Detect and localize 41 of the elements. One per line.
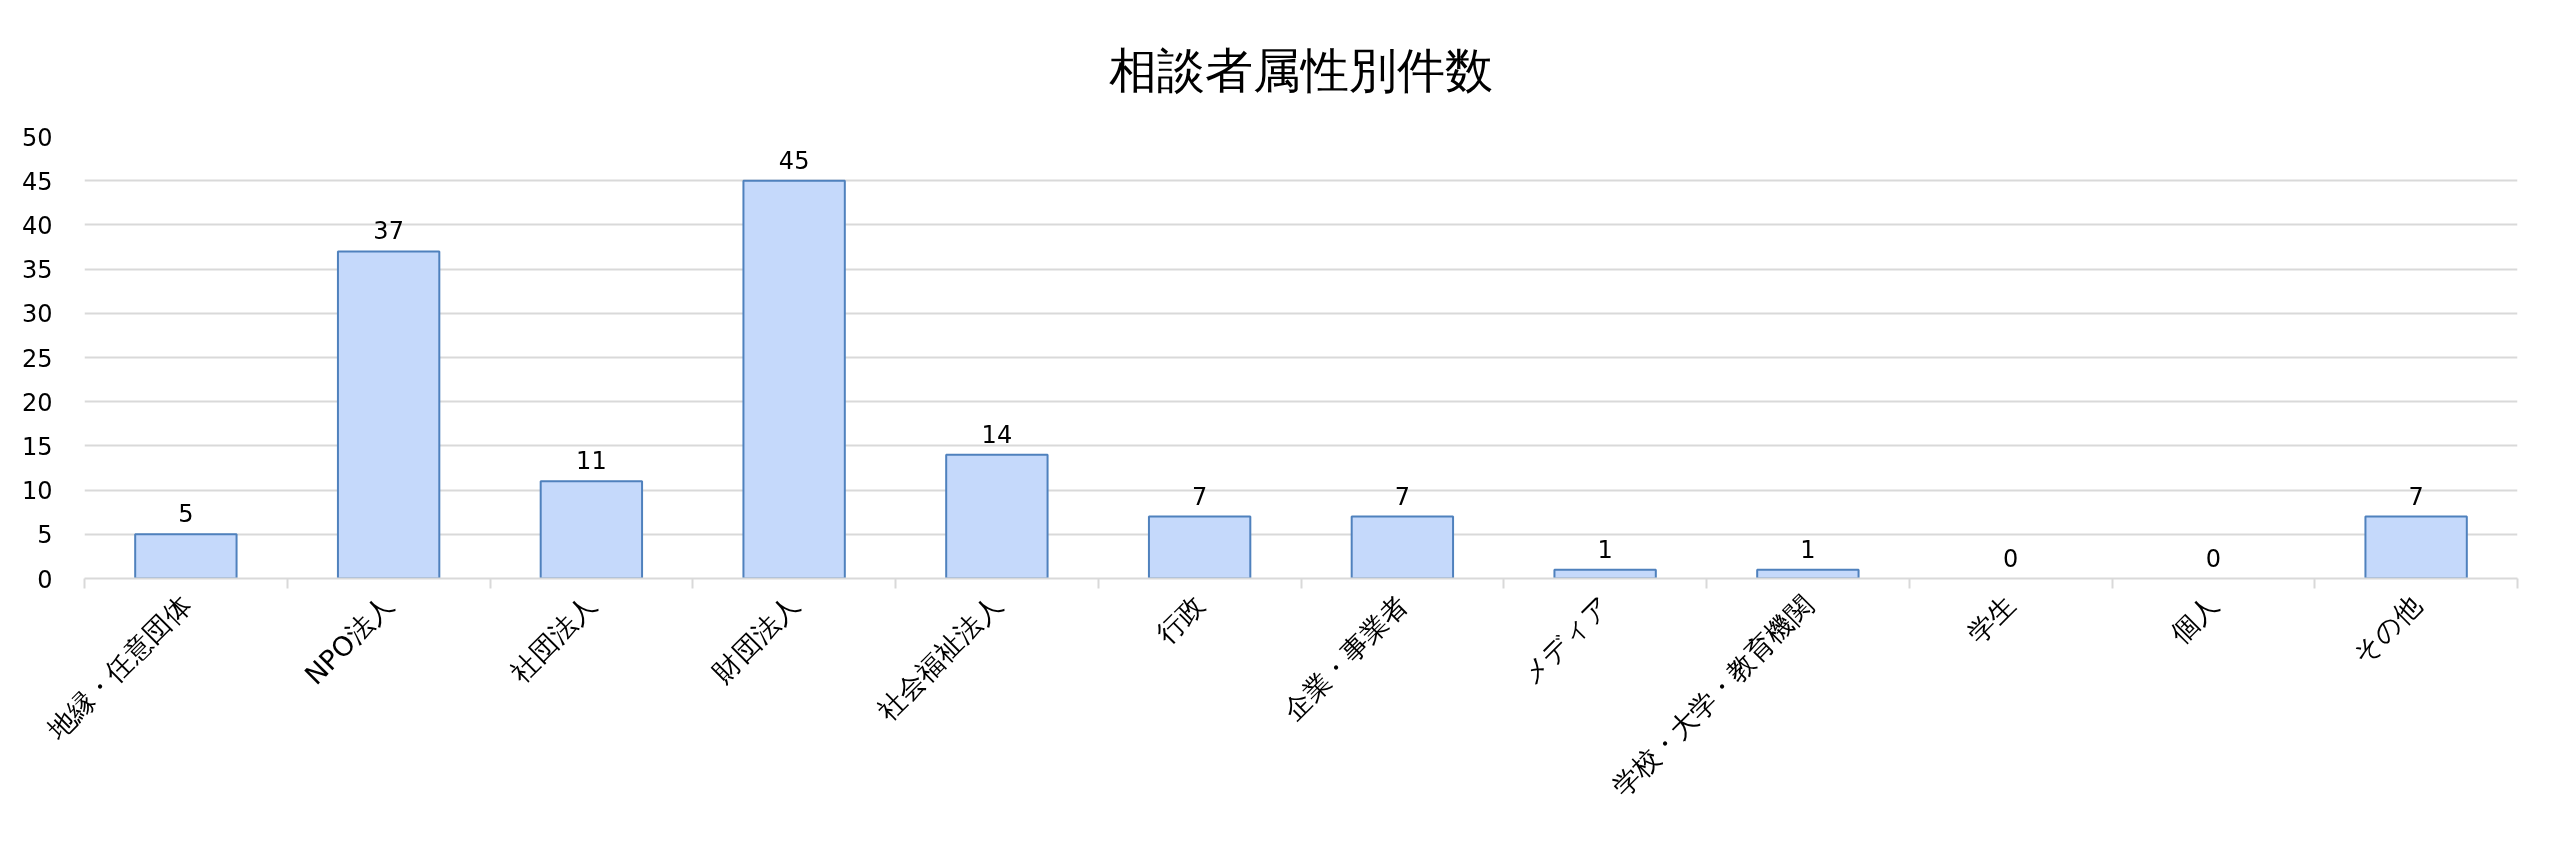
x-tick-label: 行政 (1150, 589, 1211, 650)
x-tick-label: 個人 (2164, 589, 2225, 650)
data-label: 14 (981, 420, 1013, 449)
data-label: 7 (1394, 482, 1411, 511)
bar (1350, 515, 1455, 579)
y-tick-label: 5 (37, 521, 53, 550)
y-tick-label: 35 (21, 256, 53, 285)
y-tick-label: 45 (21, 167, 53, 196)
data-label: 1 (1800, 535, 1816, 564)
data-label: 7 (1191, 482, 1208, 511)
chart-title: 相談者属性別件数 (1109, 41, 1493, 98)
y-tick-label: 10 (21, 477, 53, 506)
y-tick-label: 40 (21, 211, 53, 240)
y-tick-label: 25 (21, 344, 53, 373)
bar (945, 453, 1049, 579)
data-label: 7 (2408, 482, 2424, 511)
y-tick-label: 30 (21, 300, 53, 329)
x-tick-label: その他 (2346, 589, 2428, 671)
bar (1553, 568, 1657, 579)
data-label: 1 (1597, 535, 1613, 564)
bar (539, 480, 644, 579)
x-tick-label: 企業・事業者 (1276, 589, 1414, 727)
x-tick-label: 学生 (1961, 589, 2022, 650)
x-tick-label: 社団法人 (504, 589, 603, 688)
bar (1147, 515, 1252, 579)
bar (1756, 568, 1860, 579)
data-label: 45 (778, 146, 810, 175)
y-tick-label: 50 (21, 123, 53, 152)
data-label: 37 (373, 217, 404, 246)
data-label: 11 (576, 447, 607, 476)
y-tick-label: 15 (21, 432, 53, 461)
bar (134, 533, 238, 579)
data-label: 0 (2002, 544, 2019, 573)
x-tick-label: 財団法人 (706, 589, 806, 688)
bar (336, 250, 441, 579)
data-label: 5 (178, 500, 194, 529)
x-tick-label: 社会福祉法人 (871, 589, 1008, 727)
bar (742, 179, 846, 579)
bar (2364, 515, 2468, 579)
data-label: 0 (2205, 544, 2222, 573)
y-tick-label: 20 (21, 388, 53, 417)
